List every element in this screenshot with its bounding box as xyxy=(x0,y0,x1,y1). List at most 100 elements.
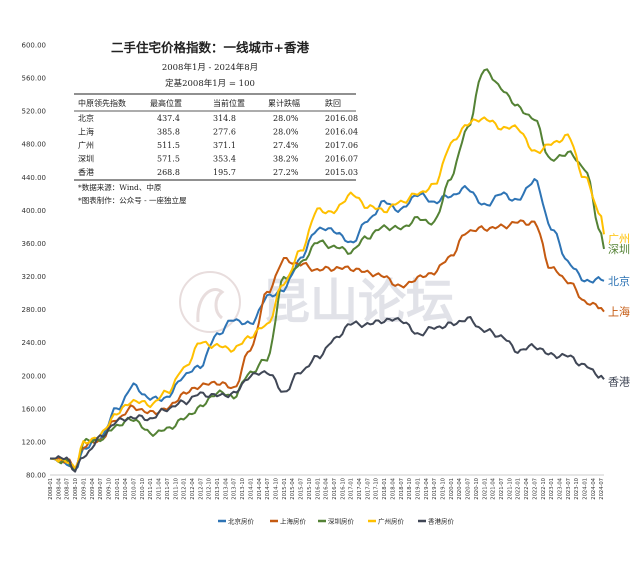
x-tick-label: 2010-01 xyxy=(115,478,121,500)
x-tick-label: 2022-01 xyxy=(516,478,522,500)
table-cell: 2017.06 xyxy=(325,141,358,150)
x-tick-label: 2011-04 xyxy=(157,477,163,499)
x-tick-label: 2019-10 xyxy=(441,478,447,500)
y-tick-label: 520.00 xyxy=(22,108,47,116)
note-source: *数据来源：Wind、中原 xyxy=(78,182,162,192)
series-line xyxy=(49,116,605,470)
series-end-label: 香港 xyxy=(608,375,630,388)
table-cell: 2016.07 xyxy=(325,155,358,164)
legend-label: 上海房价 xyxy=(280,517,307,526)
y-axis: 80.00 120.00 160.00 200.00 240.00 280.00 320.0… xyxy=(22,42,47,480)
y-tick-label: 400.00 xyxy=(22,207,47,215)
x-tick-label: 2009-01 xyxy=(81,478,87,500)
table-cell: 571.5 xyxy=(157,155,180,164)
x-tick-label: 2020-04 xyxy=(457,477,463,499)
series-line xyxy=(50,316,605,473)
y-tick-label: 320.00 xyxy=(22,273,47,281)
table-cell: 277.6 xyxy=(213,128,236,137)
note-author: *图表制作：公众号 - 一座独立屋 xyxy=(78,195,187,205)
table-cell: 353.4 xyxy=(213,155,236,164)
x-tick-label: 2011-10 xyxy=(173,478,179,500)
x-tick-label: 2015-04 xyxy=(290,477,296,499)
x-tick-label: 2013-07 xyxy=(232,478,238,500)
series-end-label: 北京 xyxy=(608,274,630,288)
table-cell: 511.5 xyxy=(157,141,180,150)
table-header: 中原领先指数 xyxy=(78,98,126,108)
x-tick-label: 2018-07 xyxy=(399,478,405,500)
table-cell: 268.8 xyxy=(157,168,180,177)
series-line xyxy=(49,219,605,471)
x-tick-label: 2021-01 xyxy=(482,478,488,500)
x-tick-label: 2008-01 xyxy=(48,478,54,500)
x-tick-label: 2016-10 xyxy=(340,478,346,500)
table-cell: 437.4 xyxy=(157,114,180,123)
table-cell: 195.7 xyxy=(213,168,236,177)
x-tick-label: 2012-01 xyxy=(182,478,188,500)
y-tick-label: 280.00 xyxy=(22,306,47,314)
legend-label: 广州房价 xyxy=(378,517,405,526)
y-tick-label: 160.00 xyxy=(22,405,47,413)
x-tick-label: 2020-01 xyxy=(449,478,455,500)
x-tick-label: 2011-07 xyxy=(165,478,171,500)
y-tick-label: 600.00 xyxy=(22,42,47,50)
x-tick-label: 2011-01 xyxy=(148,478,154,500)
y-tick-label: 240.00 xyxy=(22,339,47,347)
watermark-logo-mark xyxy=(196,288,225,323)
x-tick-label: 2017-04 xyxy=(357,477,363,499)
x-tick-label: 2013-10 xyxy=(240,478,246,500)
x-tick-label: 2018-04 xyxy=(390,477,396,499)
x-tick-label: 2019-04 xyxy=(424,477,430,499)
x-tick-label: 2018-10 xyxy=(407,478,413,500)
x-tick-label: 2013-04 xyxy=(223,477,229,499)
table-cell: 314.8 xyxy=(213,114,236,123)
x-tick-label: 2012-07 xyxy=(198,478,204,500)
series-end-label: 上海 xyxy=(608,305,630,319)
y-tick-label: 80.00 xyxy=(26,472,46,480)
x-tick-label: 2012-10 xyxy=(207,478,213,500)
series-line xyxy=(49,68,605,471)
table-cell: 28.0% xyxy=(273,128,299,137)
x-tick-label: 2016-04 xyxy=(324,477,330,499)
x-tick-label: 2014-04 xyxy=(257,477,263,499)
table-header: 累计跌幅 xyxy=(268,98,300,108)
y-tick-label: 440.00 xyxy=(22,174,47,182)
legend-label: 深圳房价 xyxy=(328,517,355,526)
table-cell: 38.2% xyxy=(273,155,299,164)
x-tick-label: 2017-10 xyxy=(374,478,380,500)
table-cell: 2016.08 xyxy=(325,114,358,123)
x-tick-label: 2009-04 xyxy=(90,477,96,499)
x-tick-label: 2010-07 xyxy=(132,478,138,500)
x-tick-label: 2021-04 xyxy=(491,477,497,499)
table-cell: 371.1 xyxy=(213,141,236,150)
legend-label: 香港房价 xyxy=(428,517,455,526)
x-tick-label: 2016-01 xyxy=(315,478,321,500)
x-tick-label: 2010-10 xyxy=(140,478,146,500)
x-tick-label: 2024-01 xyxy=(583,478,589,500)
x-tick-label: 2017-01 xyxy=(349,478,355,500)
x-tick-label: 2016-07 xyxy=(332,478,338,500)
table-row-label: 深圳 xyxy=(78,154,94,164)
x-tick-label: 2010-04 xyxy=(123,477,129,499)
table-cell: 385.8 xyxy=(157,128,180,137)
x-tick-label: 2014-01 xyxy=(248,478,254,500)
series-end-label: 广州 xyxy=(608,232,630,245)
x-tick-label: 2023-07 xyxy=(566,478,572,500)
table-cell: 2015.03 xyxy=(325,168,358,177)
y-tick-label: 360.00 xyxy=(22,240,47,248)
y-tick-label: 120.00 xyxy=(22,438,47,446)
x-tick-label: 2009-10 xyxy=(106,478,112,500)
x-tick-label: 2017-07 xyxy=(365,478,371,500)
x-axis-ticks: 2008-01 2008-04 2008-07 2008-10 2009-01 2009-… xyxy=(48,477,605,499)
table-row-label: 上海 xyxy=(78,127,94,137)
x-tick-label: 2008-10 xyxy=(73,478,79,500)
chart-base-note: 定基2008年1月 = 100 xyxy=(165,78,255,89)
x-tick-label: 2008-04 xyxy=(56,477,62,499)
x-tick-label: 2015-07 xyxy=(299,478,305,500)
legend: 北京房价 上海房价 深圳房价 广州房价 香港房价 xyxy=(218,517,455,526)
x-tick-label: 2023-04 xyxy=(557,477,563,499)
x-tick-label: 2015-01 xyxy=(282,478,288,500)
x-tick-label: 2018-01 xyxy=(382,478,388,500)
x-tick-label: 2021-10 xyxy=(507,478,513,500)
